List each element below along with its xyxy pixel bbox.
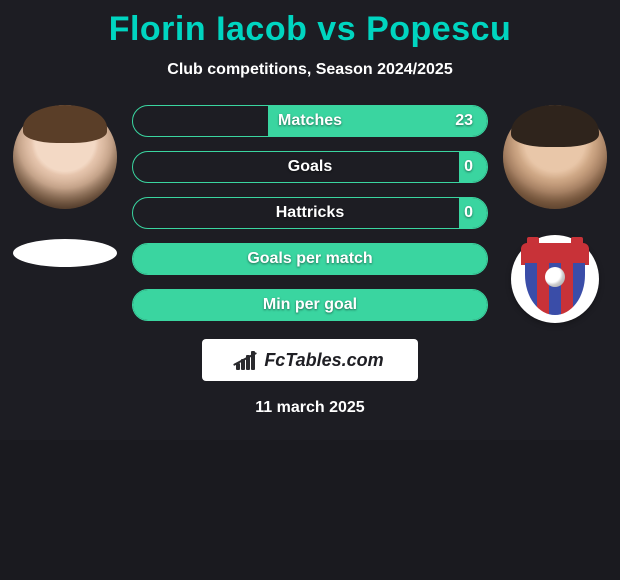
player-left-column: [10, 105, 120, 267]
date-label: 11 march 2025: [0, 399, 620, 417]
fctables-logo[interactable]: FcTables.com: [202, 339, 418, 381]
logo-text: FcTables.com: [264, 350, 383, 371]
comparison-widget: Florin Iacob vs Popescu Club competition…: [0, 0, 620, 440]
club-badge-graphic: [521, 243, 589, 315]
club-left-placeholder: [13, 239, 117, 267]
subtitle: Club competitions, Season 2024/2025: [0, 61, 620, 79]
stat-label: Matches: [278, 112, 342, 130]
stat-label: Goals per match: [247, 250, 372, 268]
stat-value-right: 0: [464, 204, 473, 222]
club-right-badge: [511, 235, 599, 323]
stat-bar: Goals 0: [132, 151, 488, 183]
stat-value-right: 23: [455, 112, 473, 130]
page-title: Florin Iacob vs Popescu: [0, 10, 620, 49]
player-left-avatar: [13, 105, 117, 209]
stat-bars: Matches 23 Goals 0 Hattricks 0 Goals per match…: [120, 105, 500, 321]
stat-bar: Min per goal: [132, 289, 488, 321]
player-right-avatar: [503, 105, 607, 209]
stat-label: Hattricks: [276, 204, 344, 222]
stat-label: Goals: [288, 158, 332, 176]
content-row: Matches 23 Goals 0 Hattricks 0 Goals per match…: [0, 105, 620, 323]
player-right-column: [500, 105, 610, 323]
stat-bar: Goals per match: [132, 243, 488, 275]
stat-value-right: 0: [464, 158, 473, 176]
stat-bar: Hattricks 0: [132, 197, 488, 229]
stat-bar: Matches 23: [132, 105, 488, 137]
chart-icon: [236, 350, 258, 370]
stat-label: Min per goal: [263, 296, 357, 314]
